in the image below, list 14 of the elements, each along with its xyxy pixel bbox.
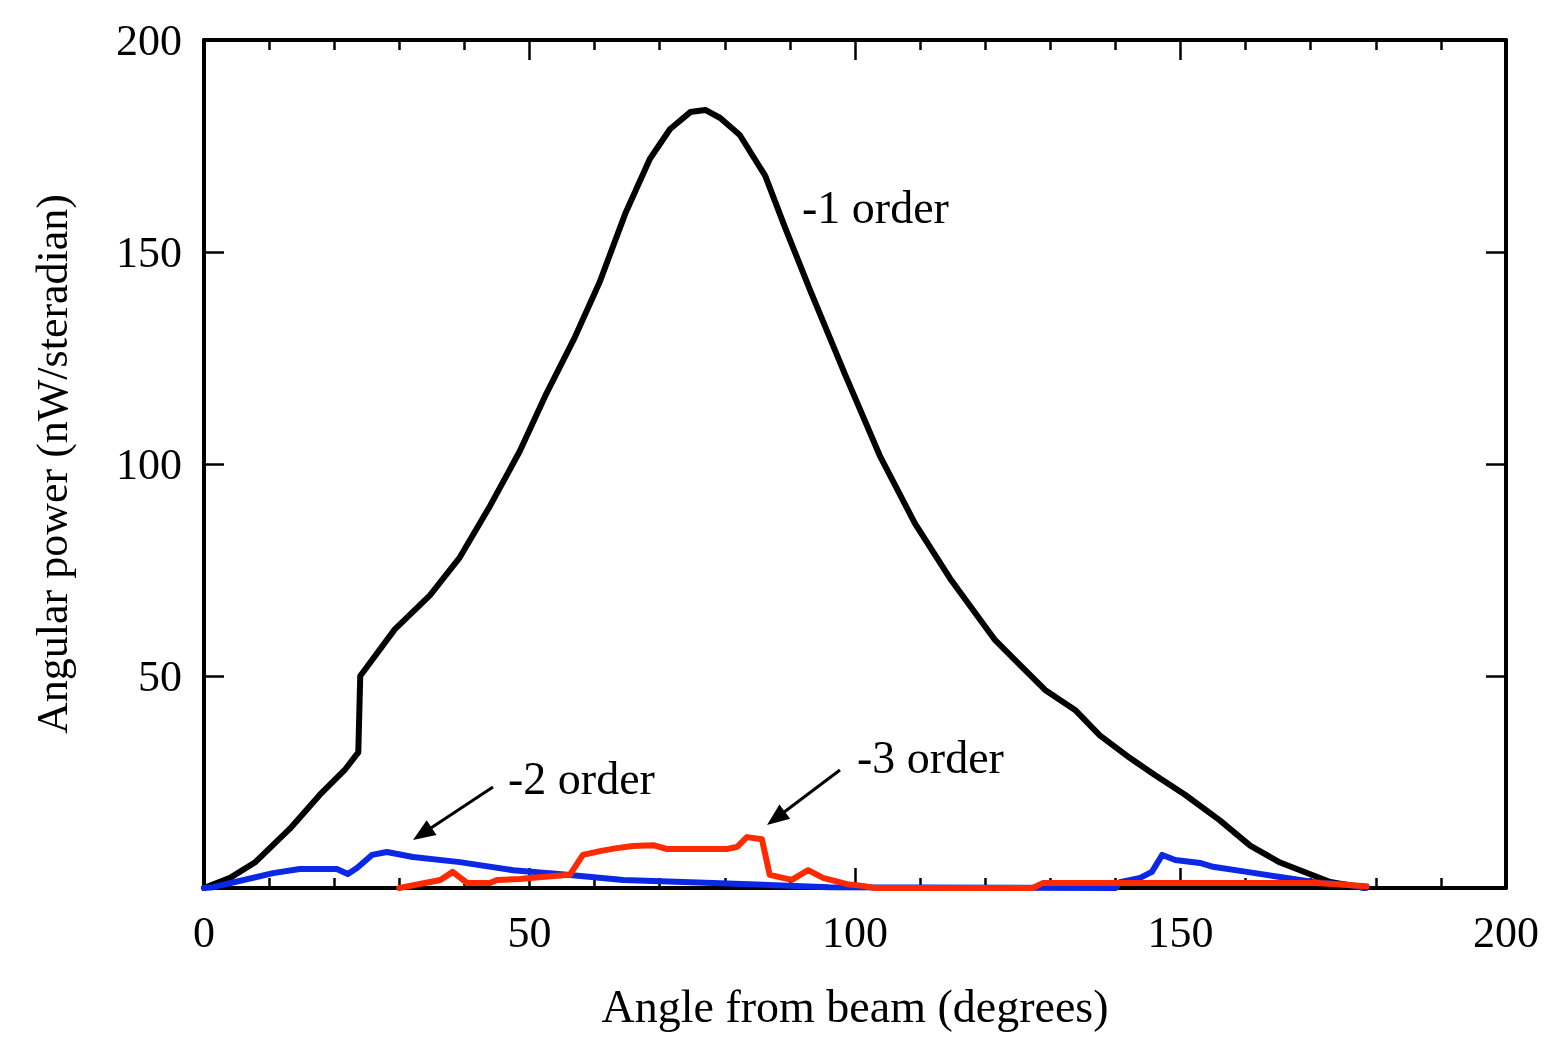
y-tick-label: 150 <box>116 227 182 277</box>
x-tick-label: 150 <box>1147 907 1214 957</box>
y-tick-label: 200 <box>116 15 182 65</box>
x-tick-label: 50 <box>507 907 552 957</box>
x-axis-title: Angle from beam (degrees) <box>601 980 1109 1032</box>
y-axis-title: Angular power (nW/steradian) <box>27 193 77 735</box>
annotation: -2 order <box>508 752 655 804</box>
x-tick-label: 200 <box>1473 907 1539 957</box>
annotation: -1 order <box>802 181 949 233</box>
x-tick-label: 0 <box>193 907 215 957</box>
annotation: -3 order <box>857 731 1004 783</box>
x-tick-label: 100 <box>822 907 888 957</box>
y-tick-label: 50 <box>138 651 182 701</box>
y-tick-label: 100 <box>116 439 182 489</box>
